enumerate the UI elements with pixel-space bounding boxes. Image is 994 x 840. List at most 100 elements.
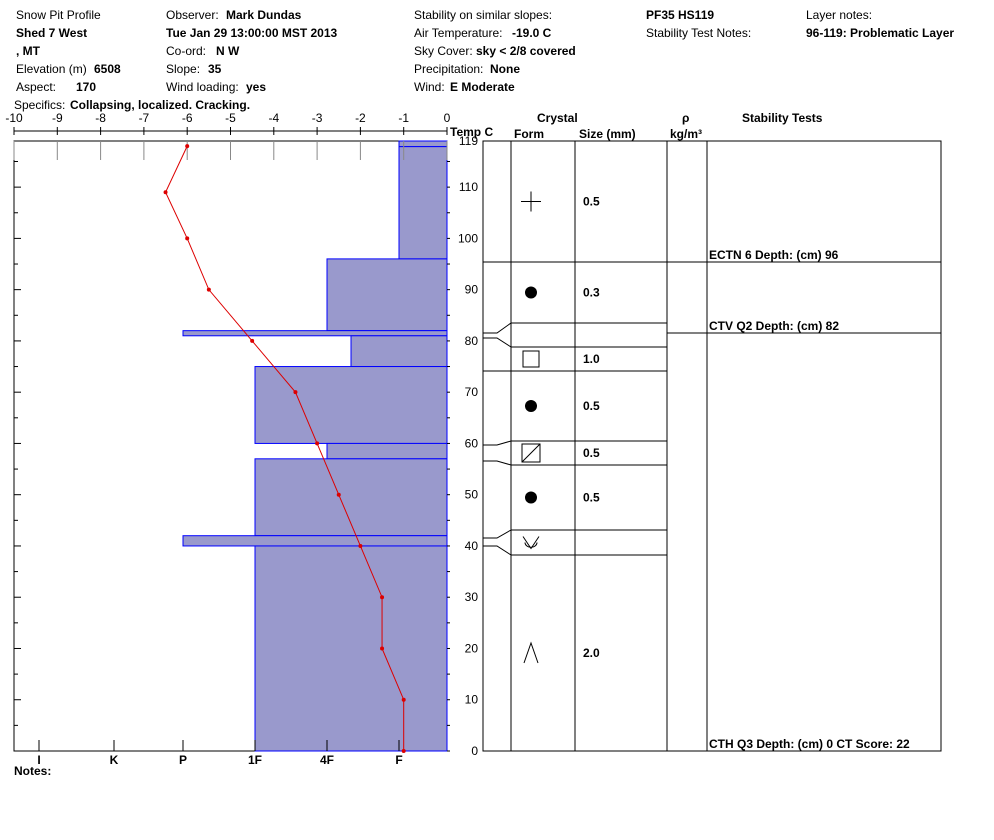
temp-axis-tick-label: -7 bbox=[139, 111, 150, 125]
aspect-label: Aspect: bbox=[16, 80, 57, 94]
wind-value: E Moderate bbox=[450, 80, 515, 94]
temp-axis-tick-label: -1 bbox=[398, 111, 409, 125]
air-temp-value: -19.0 C bbox=[512, 26, 552, 40]
hardness-axis-tick-label: I bbox=[37, 753, 40, 767]
hardness-bar bbox=[182, 330, 448, 337]
hardness-axis-tick-label: 4F bbox=[320, 753, 334, 767]
stability-test-label: CTV Q2 Depth: (cm) 82 bbox=[709, 319, 839, 333]
temperature-point bbox=[358, 543, 363, 548]
observer-label: Observer: bbox=[166, 8, 219, 22]
temperature-point bbox=[401, 697, 406, 702]
temperature-point bbox=[250, 338, 255, 343]
coord-value: N W bbox=[216, 44, 240, 58]
precip-value: None bbox=[490, 62, 520, 76]
round-grain-icon bbox=[525, 491, 537, 504]
temperature-point bbox=[401, 749, 406, 753]
layer-connector bbox=[483, 337, 512, 348]
crystal-size-label: 0.3 bbox=[583, 286, 600, 300]
layer-connector bbox=[483, 440, 512, 446]
rho-header: ρ bbox=[682, 111, 689, 125]
temperature-point bbox=[336, 492, 341, 497]
hardness-bar bbox=[398, 146, 448, 260]
faceted-crystal-icon bbox=[522, 350, 540, 368]
temperature-point bbox=[380, 595, 385, 600]
layer-connector bbox=[483, 545, 512, 556]
stability-test-label: ECTN 6 Depth: (cm) 96 bbox=[709, 248, 839, 262]
layer-notes-value: 96-119: Problematic Layer bbox=[806, 26, 955, 40]
depth-hoar-icon bbox=[523, 641, 539, 664]
axis-ticks: -10 -9 -8 -7 -6 -5 -4 -3 -2 -1 0010203040506070809… bbox=[5, 111, 478, 767]
hardness-axis-tick-label: P bbox=[179, 753, 187, 767]
hardness-axis-tick-label: 1F bbox=[248, 753, 262, 767]
temperature-point bbox=[185, 144, 190, 149]
height-axis-tick-label: 100 bbox=[458, 231, 478, 245]
stability-tests: ECTN 6 Depth: (cm) 96 CTV Q2 Depth: (cm) … bbox=[483, 248, 941, 751]
height-axis-tick-label: 50 bbox=[465, 488, 479, 502]
stability-notes-label: Stability Test Notes: bbox=[646, 26, 752, 40]
crystal-size-label: 1.0 bbox=[583, 352, 600, 366]
pit-id: PF35 HS119 bbox=[646, 8, 715, 22]
height-axis-tick-label: 119 bbox=[459, 134, 478, 148]
layer-connector bbox=[483, 460, 512, 466]
slope-label: Slope: bbox=[166, 62, 201, 76]
height-axis-tick-label: 110 bbox=[459, 180, 478, 194]
hardness-bar bbox=[398, 140, 448, 148]
temperature-profile bbox=[163, 144, 406, 753]
hardness-bar bbox=[254, 545, 448, 752]
stability-label: Stability on similar slopes: bbox=[414, 8, 553, 22]
sky-value: sky < 2/8 covered bbox=[476, 44, 576, 58]
specifics-value: Collapsing, localized. Cracking. bbox=[70, 98, 251, 112]
wind-loading-label: Wind loading: bbox=[166, 80, 239, 94]
height-axis-tick-label: 90 bbox=[465, 283, 479, 297]
size-header: Size (mm) bbox=[579, 127, 636, 141]
temp-header: Temp C bbox=[450, 125, 493, 139]
temp-axis-tick-label: -8 bbox=[95, 111, 106, 125]
temperature-point bbox=[206, 287, 211, 292]
air-temp-label: Air Temperature: bbox=[414, 26, 503, 40]
temperature-point bbox=[185, 236, 190, 241]
temperature-point bbox=[315, 441, 320, 446]
aspect-value: 170 bbox=[76, 80, 97, 94]
height-axis-tick-label: 80 bbox=[465, 334, 479, 348]
location-name: Shed 7 West bbox=[16, 26, 88, 40]
stability-header: Stability Tests bbox=[742, 111, 823, 125]
height-axis-tick-label: 30 bbox=[465, 590, 479, 604]
height-axis-tick-label: 10 bbox=[465, 693, 479, 707]
height-axis-tick-label: 0 bbox=[471, 744, 478, 758]
temperature-point bbox=[163, 190, 168, 195]
temp-axis-tick-label: -10 bbox=[5, 111, 23, 125]
temp-axis-tick-label: 0 bbox=[444, 111, 451, 125]
height-axis-tick-label: 70 bbox=[465, 385, 479, 399]
temp-axis-tick-label: -4 bbox=[268, 111, 279, 125]
hardness-layers bbox=[182, 140, 448, 752]
hardness-bar bbox=[326, 442, 448, 460]
slope-value: 35 bbox=[208, 62, 222, 76]
surface-hoar-icon bbox=[522, 536, 540, 550]
coord-label: Co-ord: bbox=[166, 44, 207, 58]
crystal-table-frame bbox=[482, 140, 942, 752]
elevation-value: 6508 bbox=[94, 62, 121, 76]
temp-axis-tick-label: -9 bbox=[52, 111, 63, 125]
layer-connector bbox=[483, 322, 512, 334]
profile-title: Snow Pit Profile bbox=[16, 8, 101, 22]
wind-loading-value: yes bbox=[246, 80, 267, 94]
round-grain-icon bbox=[525, 400, 537, 412]
mixed-form-icon bbox=[521, 443, 541, 463]
precip-label: Precipitation: bbox=[414, 62, 484, 76]
layer-notes-label: Layer notes: bbox=[806, 8, 873, 22]
height-axis-tick-label: 20 bbox=[465, 641, 479, 655]
temperature-point bbox=[293, 390, 298, 395]
form-header: Form bbox=[514, 127, 544, 141]
stability-test-label: CTH Q3 Depth: (cm) 0 CT Score: 22 bbox=[709, 737, 910, 751]
crystal-size-label: 0.5 bbox=[583, 446, 600, 460]
notes-label: Notes: bbox=[14, 764, 52, 778]
crystal-size-label: 0.5 bbox=[583, 399, 600, 413]
hardness-axis-tick-label: F bbox=[395, 753, 402, 767]
height-axis-tick-label: 60 bbox=[465, 436, 479, 450]
observer-value: Mark Dundas bbox=[226, 8, 302, 22]
height-axis-tick-label: 40 bbox=[465, 539, 479, 553]
plus-crystal-icon bbox=[521, 191, 541, 212]
layer-connector bbox=[483, 529, 512, 539]
crystal-size-label: 0.5 bbox=[583, 491, 600, 505]
crystal-size-label: 2.0 bbox=[583, 646, 600, 660]
